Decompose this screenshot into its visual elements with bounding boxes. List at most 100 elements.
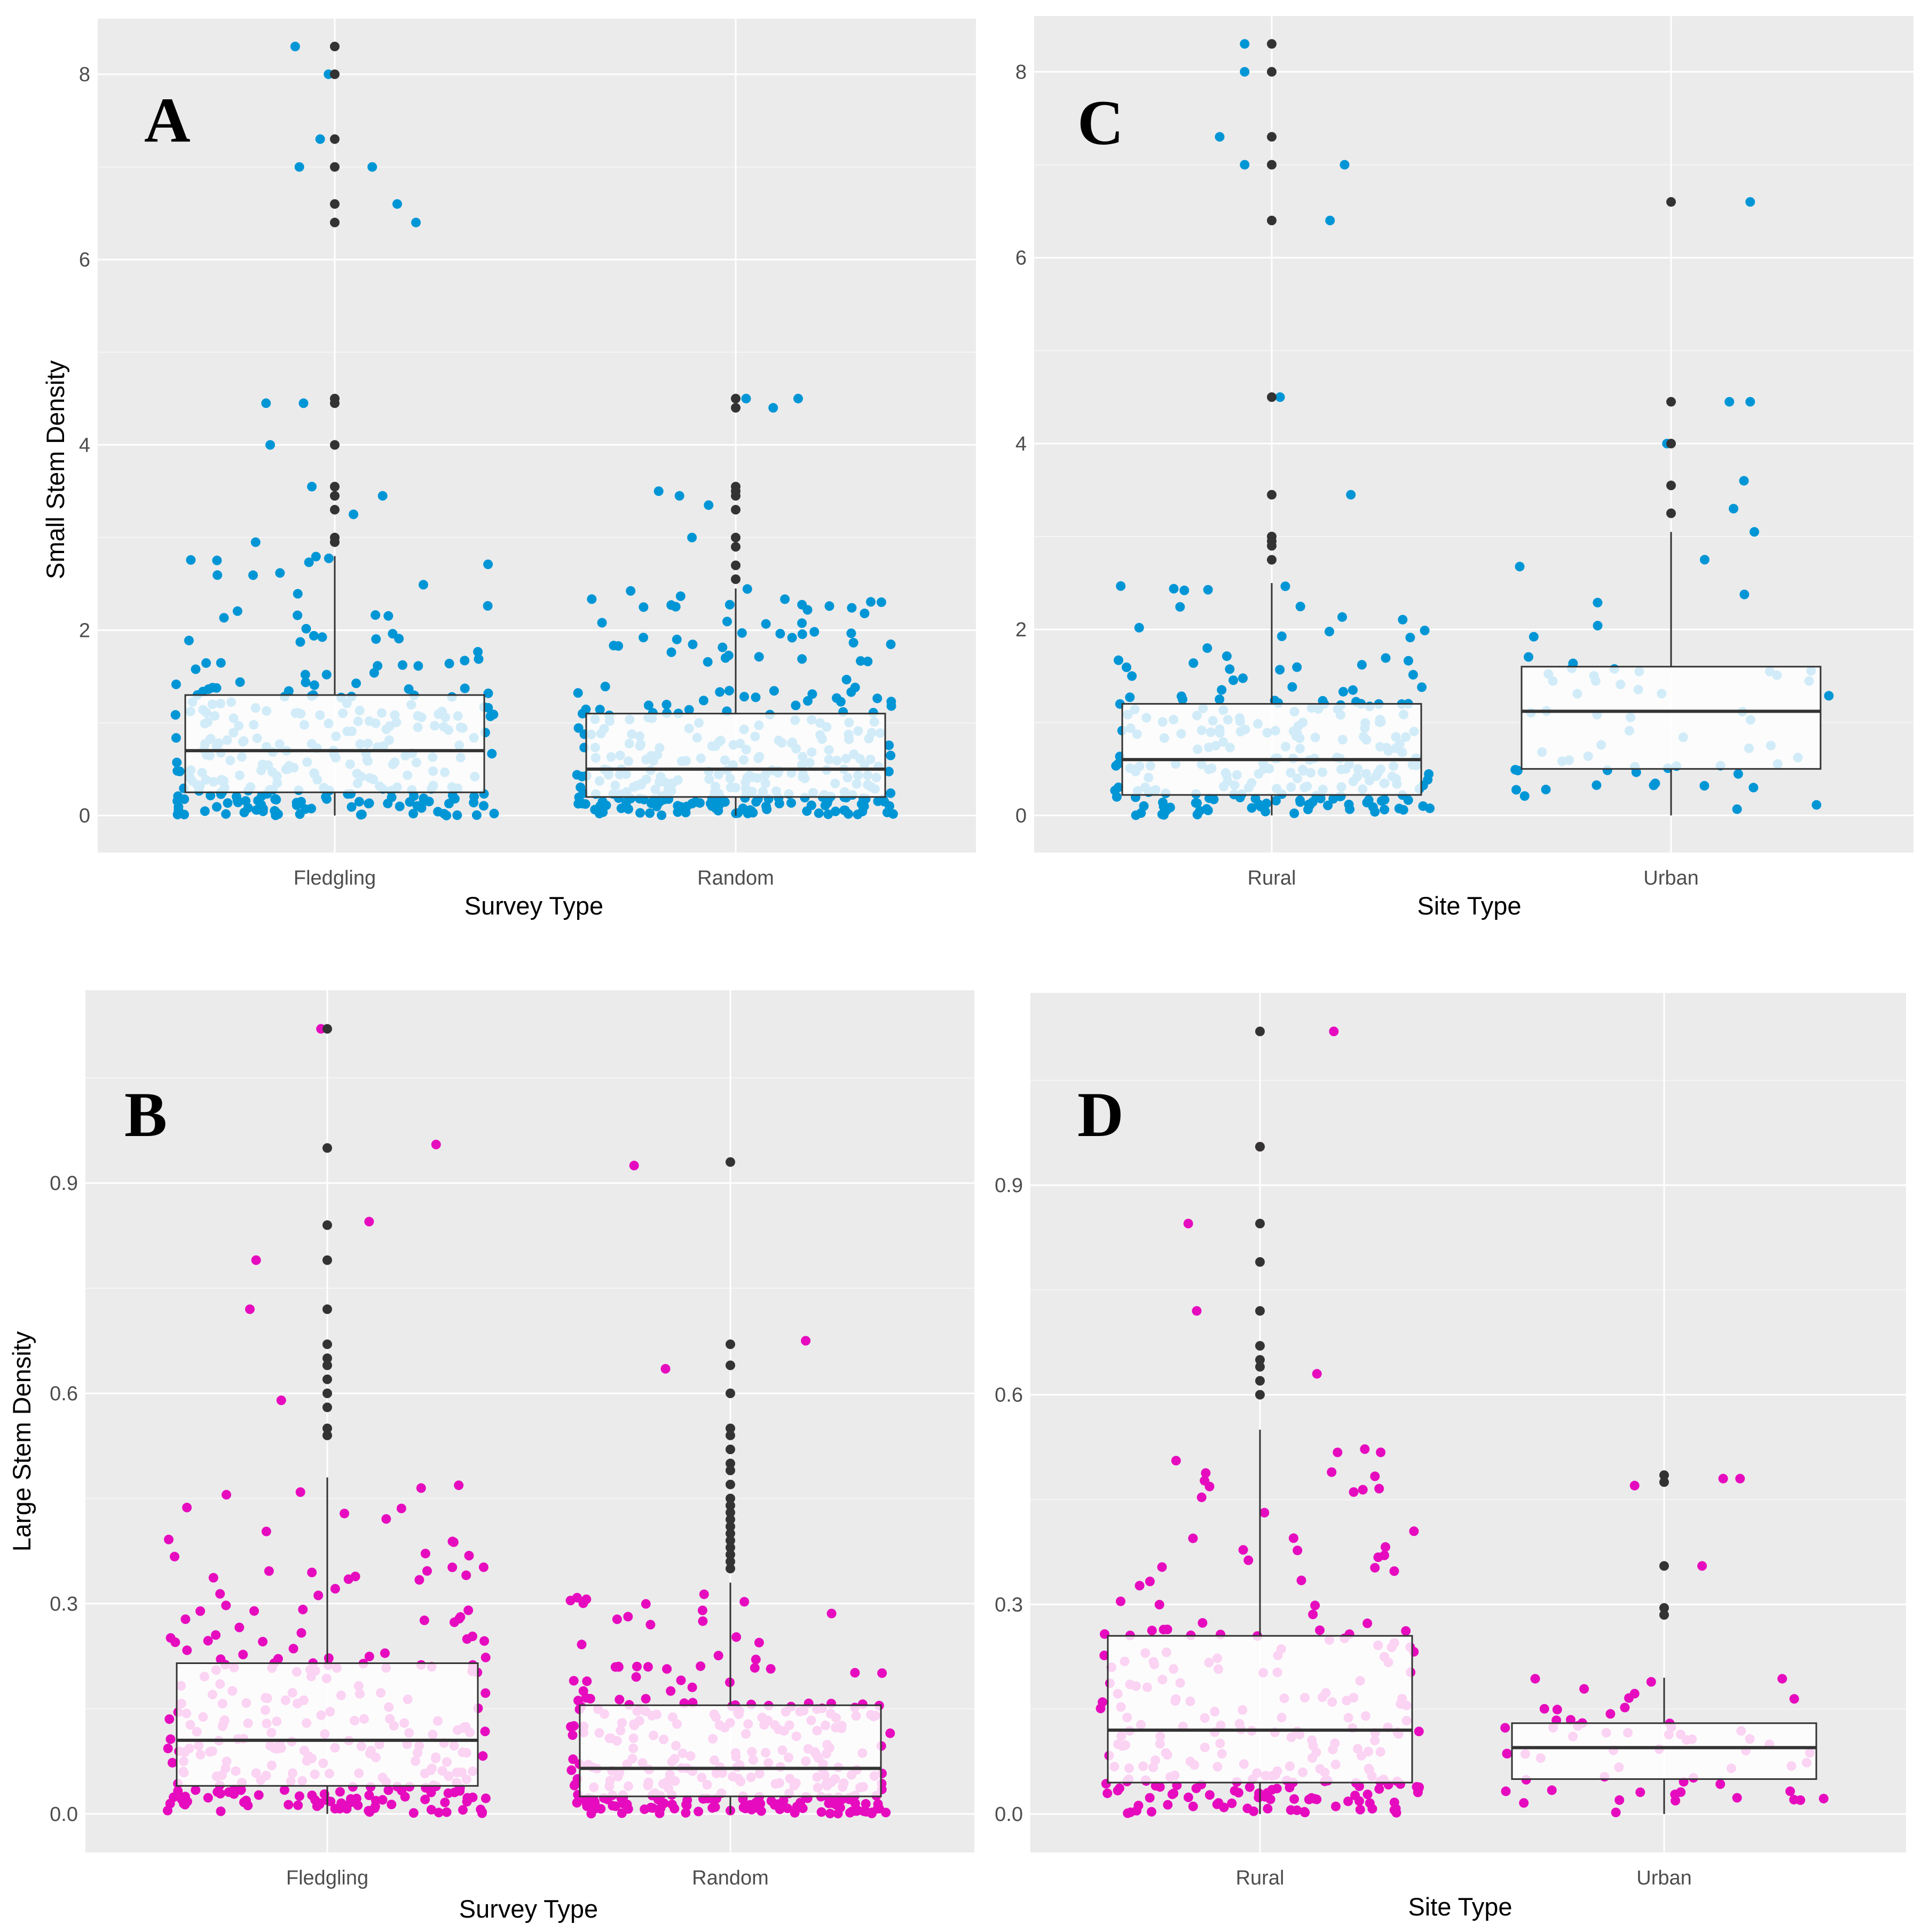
data-point [236, 1785, 246, 1795]
data-point [296, 1628, 306, 1638]
data-point [718, 642, 728, 652]
data-point [823, 809, 833, 819]
data-point [223, 798, 233, 808]
data-point [590, 805, 600, 815]
data-point [1649, 780, 1659, 791]
data-point [167, 1757, 177, 1768]
data-point [1380, 805, 1390, 815]
data-point [1374, 1484, 1384, 1494]
data-point [1381, 1542, 1390, 1552]
x-tick-labels: Rural Urban [1248, 867, 1699, 889]
outlier-point [1255, 1306, 1265, 1316]
data-point [1420, 626, 1430, 635]
outlier-point [726, 1564, 735, 1574]
data-point [395, 801, 405, 811]
outlier-point [1267, 39, 1277, 49]
data-point [1349, 1487, 1359, 1497]
data-point [357, 809, 367, 819]
outlier-point [731, 542, 741, 552]
data-point [1323, 800, 1333, 810]
data-point [1789, 1694, 1799, 1704]
data-point [590, 1804, 600, 1813]
data-point [1308, 1610, 1318, 1620]
box-iqr [579, 1704, 882, 1797]
data-point [1715, 1779, 1726, 1789]
data-point [1748, 783, 1759, 793]
data-point [761, 619, 771, 629]
data-point [833, 1809, 843, 1819]
data-point [383, 1785, 393, 1795]
data-point [1188, 1533, 1198, 1543]
data-point [426, 1804, 436, 1815]
data-point [775, 629, 785, 638]
data-point [367, 162, 377, 172]
x-axis-title: Site Type [1408, 1892, 1512, 1921]
data-point [489, 808, 499, 818]
data-point [1333, 1447, 1343, 1457]
data-point [1179, 585, 1190, 595]
y-tick-label: 0.0 [50, 1803, 78, 1826]
outlier-point [330, 162, 340, 172]
data-point [238, 1650, 248, 1660]
data-point [866, 597, 876, 607]
data-point [321, 669, 332, 680]
data-point [1196, 1492, 1207, 1502]
data-point [295, 637, 305, 647]
data-point [1337, 612, 1347, 622]
data-point [739, 692, 749, 701]
data-point [343, 1574, 353, 1584]
data-point [669, 1804, 680, 1813]
data-point [572, 1592, 582, 1603]
data-point [698, 696, 708, 706]
data-point [1338, 687, 1348, 697]
data-point [1188, 658, 1199, 668]
data-point [330, 1584, 340, 1594]
data-point [392, 199, 402, 209]
data-point [1169, 1788, 1179, 1799]
data-point [797, 618, 807, 628]
data-point [1295, 795, 1305, 806]
data-point [1102, 1788, 1113, 1799]
outlier-point [322, 1255, 332, 1265]
outlier-point [1267, 132, 1277, 142]
data-point [1391, 1803, 1401, 1813]
outlier-point [1267, 541, 1277, 551]
data-point [566, 1722, 576, 1732]
data-point [1204, 1790, 1215, 1800]
data-point [710, 795, 720, 806]
data-point [248, 570, 258, 580]
x-tick-label: Random [697, 867, 774, 889]
data-point [294, 1791, 304, 1801]
data-point [1158, 798, 1168, 808]
outlier-point [731, 491, 741, 501]
data-point [1500, 1723, 1510, 1733]
data-point [1529, 632, 1539, 642]
data-point [164, 1534, 174, 1544]
data-point [419, 1615, 429, 1626]
data-point [645, 1620, 656, 1630]
outlier-point [1659, 1603, 1669, 1613]
data-point [1739, 589, 1750, 600]
data-point [1209, 794, 1219, 805]
data-point [1593, 620, 1603, 630]
data-point [1217, 685, 1227, 695]
data-point [249, 1606, 259, 1616]
data-point [600, 682, 610, 691]
y-tick-label: 0.3 [50, 1593, 78, 1615]
data-point [766, 1664, 776, 1674]
data-point [431, 1139, 441, 1149]
panel-d-large-stem-by-site-type: 0.0 0.3 0.6 0.9 Rural Urban Site Type D [995, 993, 1906, 1921]
data-point [447, 1536, 458, 1547]
box-iqr [184, 694, 485, 793]
panel-b-large-stem-by-survey-type: 0.0 0.3 0.6 0.9 Fledgling Random Survey Type… [7, 990, 974, 1923]
boxplots [176, 1024, 882, 1814]
panel-letter: A [144, 84, 191, 155]
data-point [876, 597, 886, 608]
data-point [203, 1636, 213, 1646]
data-point [681, 1808, 691, 1818]
data-point [1259, 1508, 1270, 1518]
data-point [420, 1549, 430, 1559]
outlier-point [322, 1360, 332, 1370]
data-point [802, 806, 812, 816]
data-point [1154, 1599, 1164, 1610]
